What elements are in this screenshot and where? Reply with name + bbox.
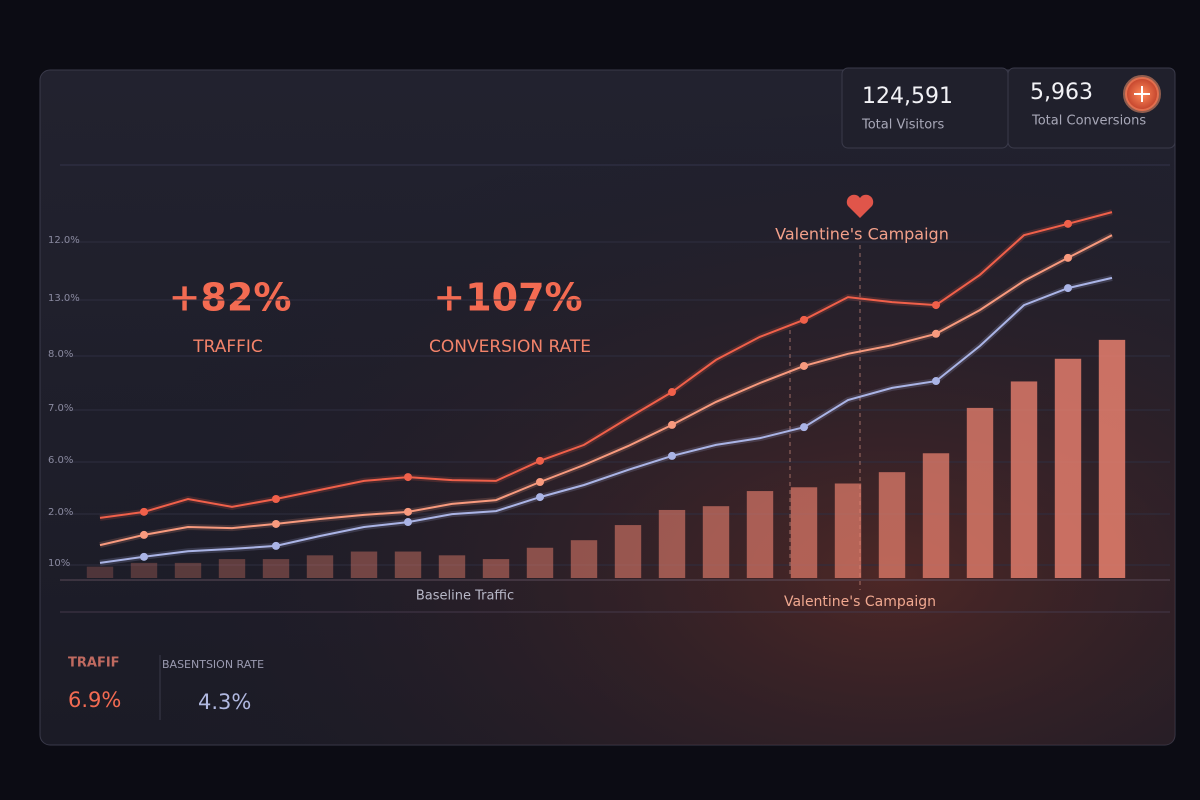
point <box>1064 253 1072 262</box>
point <box>404 518 412 527</box>
bar <box>834 483 862 578</box>
line <box>99 234 1113 547</box>
footer-value: 6.9% <box>68 688 121 712</box>
kpi-value: 124,591 <box>862 84 953 109</box>
axis-label: 10% <box>48 558 70 569</box>
annotation: Valentine's Campaign <box>784 594 936 610</box>
axis-label: 2.0% <box>48 507 73 518</box>
bar <box>1098 339 1126 578</box>
point <box>800 315 808 324</box>
point <box>668 451 676 460</box>
axis-label: 7.0% <box>48 403 73 414</box>
bar <box>482 559 510 578</box>
point <box>140 530 148 539</box>
bar <box>262 559 290 578</box>
bar <box>966 407 994 578</box>
bar <box>174 562 202 578</box>
kpi-value: 5,963 <box>1030 80 1093 105</box>
panel-glow <box>40 70 1175 745</box>
point <box>932 377 940 386</box>
axis-label: 13.0% <box>48 293 80 304</box>
bar <box>790 487 818 578</box>
kpi-label: Total Conversions <box>1031 114 1146 129</box>
highlight-value: +82% <box>169 276 292 320</box>
line <box>99 211 1113 519</box>
point <box>272 541 280 550</box>
point <box>668 388 676 397</box>
bar <box>922 453 950 578</box>
point <box>932 301 940 310</box>
bar <box>306 555 334 578</box>
bar <box>702 506 730 578</box>
point <box>932 329 940 338</box>
annotation: Baseline Traffic <box>416 589 514 604</box>
highlight-value: +107% <box>433 276 582 320</box>
footer-label: BASENTSION RATE <box>162 658 264 671</box>
point <box>800 423 808 432</box>
bar <box>658 509 686 578</box>
bar <box>746 491 774 578</box>
point <box>272 494 280 503</box>
footer-value: 4.3% <box>198 690 251 714</box>
point <box>536 477 544 486</box>
highlight-label: CONVERSION RATE <box>429 337 591 357</box>
bar <box>394 551 422 578</box>
point <box>404 473 412 482</box>
line <box>99 276 1113 564</box>
axis-label: 8.0% <box>48 349 73 360</box>
bar <box>438 555 466 578</box>
bar <box>878 472 906 578</box>
point <box>800 361 808 370</box>
heart-icon <box>846 194 874 218</box>
point <box>668 420 676 429</box>
point <box>140 552 148 561</box>
point <box>1064 219 1072 228</box>
point <box>1064 284 1072 293</box>
point <box>272 519 280 528</box>
point <box>404 507 412 516</box>
bar <box>614 525 642 578</box>
bar <box>86 566 114 578</box>
point <box>536 456 544 465</box>
bar <box>350 551 378 578</box>
chart: 12.0% 13.0% 8.0% 7.0% 6.0% 2.0% 10% Valentine's… <box>48 194 1170 610</box>
highlight-label: TRAFFIC <box>192 337 263 357</box>
bar <box>1010 381 1038 578</box>
axis-label: 12.0% <box>48 235 80 246</box>
footer-label: TRAFIF <box>68 656 120 671</box>
bar <box>570 540 598 578</box>
add-icon <box>1134 86 1150 102</box>
bar <box>130 562 158 578</box>
bar <box>526 547 554 578</box>
bar <box>218 559 246 578</box>
point <box>140 507 148 516</box>
point <box>536 493 544 502</box>
axis-label: 6.0% <box>48 455 73 466</box>
annotation: Valentine's Campaign <box>775 225 949 244</box>
bar <box>1054 358 1082 578</box>
kpi-label: Total Visitors <box>861 118 944 133</box>
